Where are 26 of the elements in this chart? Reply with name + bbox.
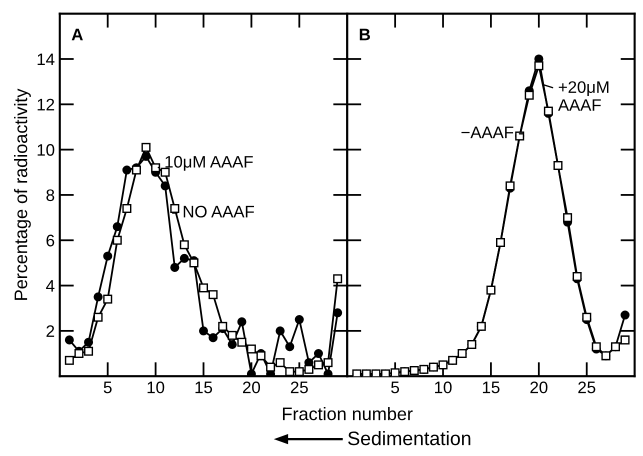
- y-tick-label: 12: [38, 98, 54, 110]
- y-tick-label: 14: [38, 54, 54, 66]
- y-tick-label: 2: [46, 325, 54, 337]
- y-tick-label: 10: [38, 144, 54, 156]
- annotation: −AAAF: [461, 126, 514, 138]
- x-tick-label: 25: [290, 382, 308, 394]
- annotation: NO AAAF: [184, 206, 254, 218]
- y-tick-label: 4: [46, 280, 54, 292]
- x-tick-label: 15: [482, 382, 500, 394]
- x-tick-label: 25: [578, 382, 596, 394]
- annotation: 10μM AAAF: [166, 156, 253, 171]
- x-tick-label: 5: [391, 382, 400, 394]
- x-tick-label: 5: [104, 382, 112, 394]
- x-tick-label: 20: [530, 382, 548, 394]
- x-tick-label: 20: [242, 382, 260, 394]
- x-tick-label: 10: [435, 382, 452, 394]
- y-tick-label: 6: [46, 234, 54, 246]
- x-axis-title: Fraction number: [282, 407, 413, 420]
- x-tick-label: 10: [148, 382, 164, 394]
- text: Sedimentation: [348, 430, 470, 446]
- text: A: [72, 28, 83, 40]
- x-tick-label: 15: [196, 382, 212, 394]
- y-tick-label: 8: [46, 189, 54, 202]
- text: B: [360, 28, 370, 40]
- annotation: +20μM AAAF: [558, 81, 608, 111]
- y-axis-title: Percentage of radioactivity: [14, 88, 31, 300]
